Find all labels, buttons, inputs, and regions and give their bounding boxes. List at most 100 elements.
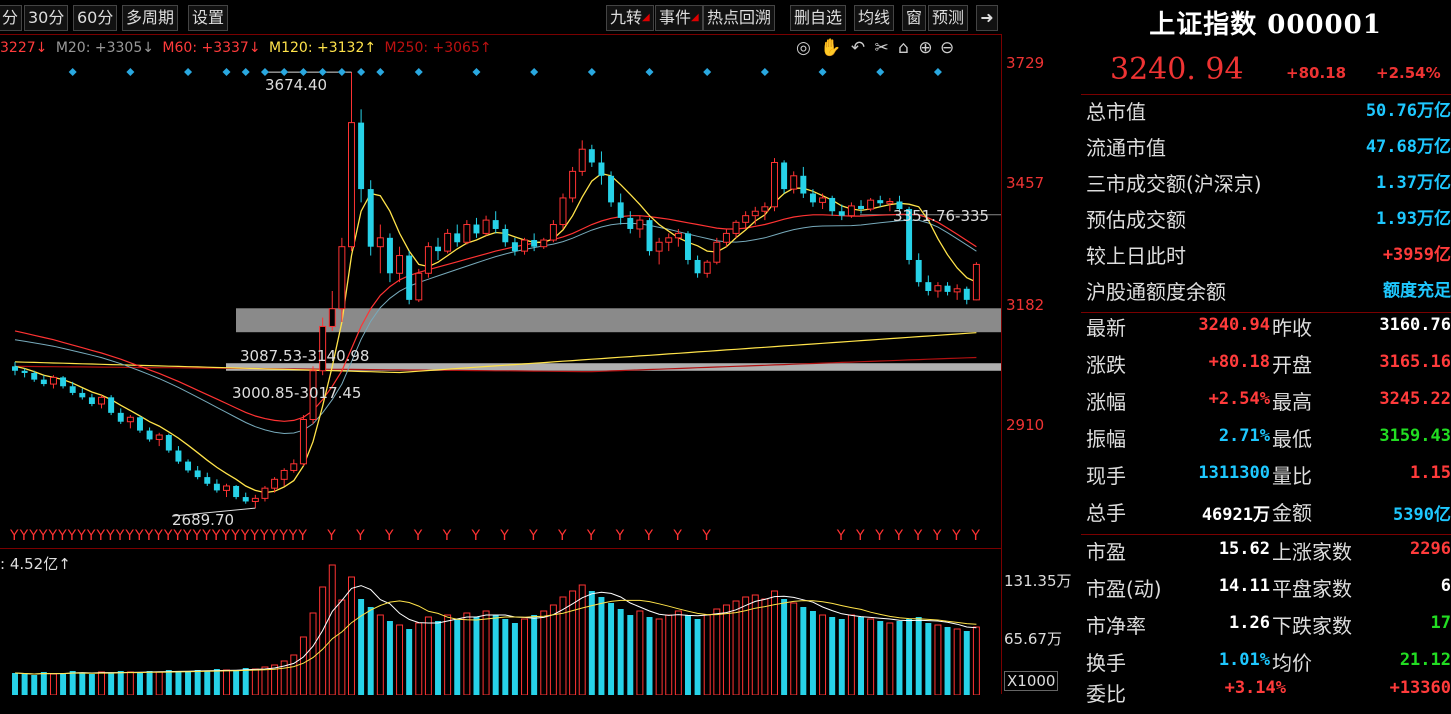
hand-icon[interactable]: ✋ xyxy=(820,38,842,58)
candle-body xyxy=(934,285,942,292)
candle-body xyxy=(521,239,529,252)
signal-y: Y xyxy=(240,528,250,544)
volume-bar xyxy=(953,628,961,695)
volume-bar xyxy=(598,597,605,695)
nine-turn-button[interactable]: 九转◢ xyxy=(606,5,654,31)
multi-period-button[interactable]: 多周期 xyxy=(122,5,179,31)
signal-y: Y xyxy=(192,528,202,544)
period-30min-button[interactable]: 30分 xyxy=(24,5,69,31)
quote-value: 46921万 xyxy=(1201,505,1270,525)
signal-y: Y xyxy=(586,528,596,544)
window-button[interactable]: 窗 xyxy=(902,5,927,31)
volume-bar xyxy=(358,599,365,695)
settings-button[interactable]: 设置 xyxy=(188,5,229,31)
remove-watchlist-button[interactable]: 删自选 xyxy=(790,5,847,31)
quote-label: 市盈 xyxy=(1086,540,1126,564)
candle-body xyxy=(299,419,307,465)
volume-bar xyxy=(126,671,134,695)
quote-label: 昨收 xyxy=(1272,316,1312,340)
candle-body xyxy=(703,261,711,274)
low-price-annotation: 2689.70 xyxy=(172,511,235,529)
collapse-panel-icon[interactable]: ➜ xyxy=(976,5,998,31)
candle-body xyxy=(146,430,153,440)
volume-bar xyxy=(376,614,384,695)
forecast-button[interactable]: 预测 xyxy=(928,5,969,31)
moving-average-button[interactable]: 均线 xyxy=(854,5,895,31)
candle-body xyxy=(482,219,490,234)
quote-value: 2296 xyxy=(1410,539,1451,559)
candle-body xyxy=(271,478,279,489)
volume-tick: 65.67万 xyxy=(1004,630,1062,648)
signal-diamond xyxy=(318,68,327,76)
volume-bar xyxy=(155,671,163,695)
volume-bar xyxy=(165,670,172,695)
support-band-upper-label: 3087.53-3140.98 xyxy=(240,347,370,365)
summary-row: 三市成交额(沪深京) 1.37万亿 xyxy=(1086,168,1451,204)
volume-bar xyxy=(694,619,701,695)
volume-bar xyxy=(559,596,567,695)
resistance-level-label: 3351.76-335 xyxy=(893,207,990,225)
candle-body xyxy=(531,240,538,247)
signal-y: Y xyxy=(951,528,961,544)
candle-body xyxy=(972,263,980,301)
signal-y: Y xyxy=(172,528,182,544)
volume-bar xyxy=(386,621,393,695)
signal-y: Y xyxy=(836,528,846,544)
signal-y: Y xyxy=(105,528,115,544)
volume-bar xyxy=(242,668,249,695)
signal-diamond xyxy=(876,68,885,76)
support-band-lower-label: 3000.85-3017.45 xyxy=(232,384,362,402)
volume-bar xyxy=(261,666,269,695)
candle-body xyxy=(223,485,230,491)
zoom-out-icon[interactable]: ⊖ xyxy=(940,38,955,58)
volume-bar xyxy=(732,600,740,695)
signal-y: Y xyxy=(38,528,48,544)
candle-body xyxy=(540,239,548,248)
period-minute-button[interactable]: 分 xyxy=(0,5,23,31)
volume-bar xyxy=(415,622,423,695)
scissors-icon[interactable]: ✂ xyxy=(874,38,889,58)
signal-y: Y xyxy=(134,528,144,544)
candle-body xyxy=(21,370,28,373)
summary-label: 总市值 xyxy=(1086,100,1146,124)
undo-icon[interactable]: ↶ xyxy=(850,38,866,58)
volume-bar xyxy=(60,673,67,695)
eye-icon[interactable]: ◎ xyxy=(796,38,811,58)
volume-ma10-line xyxy=(14,599,977,675)
period-60min-button[interactable]: 60分 xyxy=(73,5,118,31)
candle-body xyxy=(463,224,471,243)
signal-y: Y xyxy=(144,528,154,544)
volume-chart[interactable] xyxy=(0,548,1001,695)
volume-bar xyxy=(588,591,595,695)
quote-value: 1311300 xyxy=(1198,463,1270,483)
quote-value: 21.12 xyxy=(1399,650,1451,670)
signal-diamond xyxy=(933,68,942,76)
index-title: 上证指数 000001 xyxy=(1149,10,1382,40)
hot-review-button[interactable]: 热点回溯 xyxy=(703,5,776,31)
high-price-annotation: 3674.40 xyxy=(265,76,328,94)
volume-bar xyxy=(655,618,663,695)
volume-scale-button[interactable]: X1000 xyxy=(1004,671,1059,691)
signal-y: Y xyxy=(288,528,298,544)
summary-value: +3959亿 xyxy=(1382,245,1451,265)
signal-diamond xyxy=(337,68,346,76)
lock-icon[interactable]: ⌂ xyxy=(898,38,909,58)
events-button[interactable]: 事件◢ xyxy=(655,5,703,31)
signal-y: Y xyxy=(855,528,865,544)
candle-body xyxy=(608,175,615,203)
zoom-in-icon[interactable]: ⊕ xyxy=(918,38,933,58)
signal-diamond xyxy=(645,68,654,76)
candle-body xyxy=(473,224,480,234)
signal-y: Y xyxy=(499,528,509,544)
signal-diamond xyxy=(414,68,423,76)
chart-toolbar: 分 30分 60分 多周期 设置 九转◢ 事件◢ 热点回溯 删自选 均线 窗 预… xyxy=(0,0,1001,35)
volume-bar xyxy=(646,617,653,695)
volume-bar xyxy=(781,599,788,695)
volume-bar xyxy=(319,586,327,695)
low-marker xyxy=(171,507,256,517)
volume-bar xyxy=(40,672,47,695)
candle-body xyxy=(424,246,432,274)
candle-body xyxy=(646,220,653,252)
events-label: 事件 xyxy=(659,8,692,27)
